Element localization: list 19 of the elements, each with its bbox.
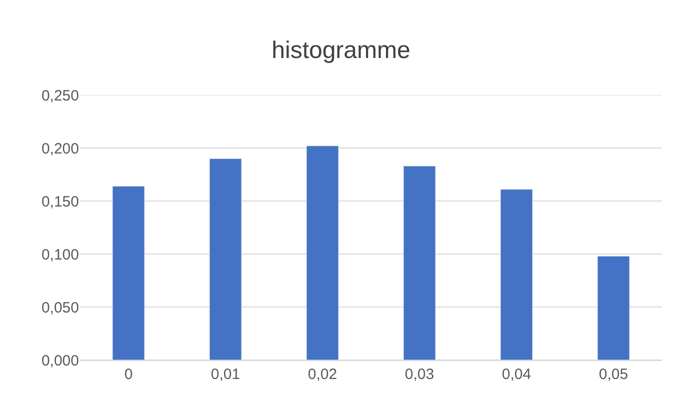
y-tick-label: 0,000 — [41, 352, 79, 370]
y-tick-label: 0,100 — [41, 246, 79, 264]
bar — [209, 158, 242, 360]
chart-title: histogramme — [272, 36, 410, 64]
x-tick-label: 0 — [124, 366, 133, 383]
x-tick-label: 0,05 — [598, 366, 628, 383]
bar — [597, 256, 630, 360]
bar — [306, 146, 339, 360]
x-tick-label: 0,04 — [502, 366, 532, 383]
y-tick-label: 0,150 — [41, 193, 79, 210]
bar — [112, 186, 145, 360]
y-tick-label: 0,250 — [41, 87, 79, 104]
bar — [500, 189, 533, 360]
y-tick-label: 0,200 — [41, 140, 79, 158]
x-tick-label: 0,03 — [404, 366, 434, 383]
x-tick-label: 0,01 — [210, 366, 240, 383]
y-tick-label: 0,050 — [41, 299, 79, 316]
bar — [403, 166, 436, 360]
x-tick-label: 0,02 — [308, 366, 338, 383]
